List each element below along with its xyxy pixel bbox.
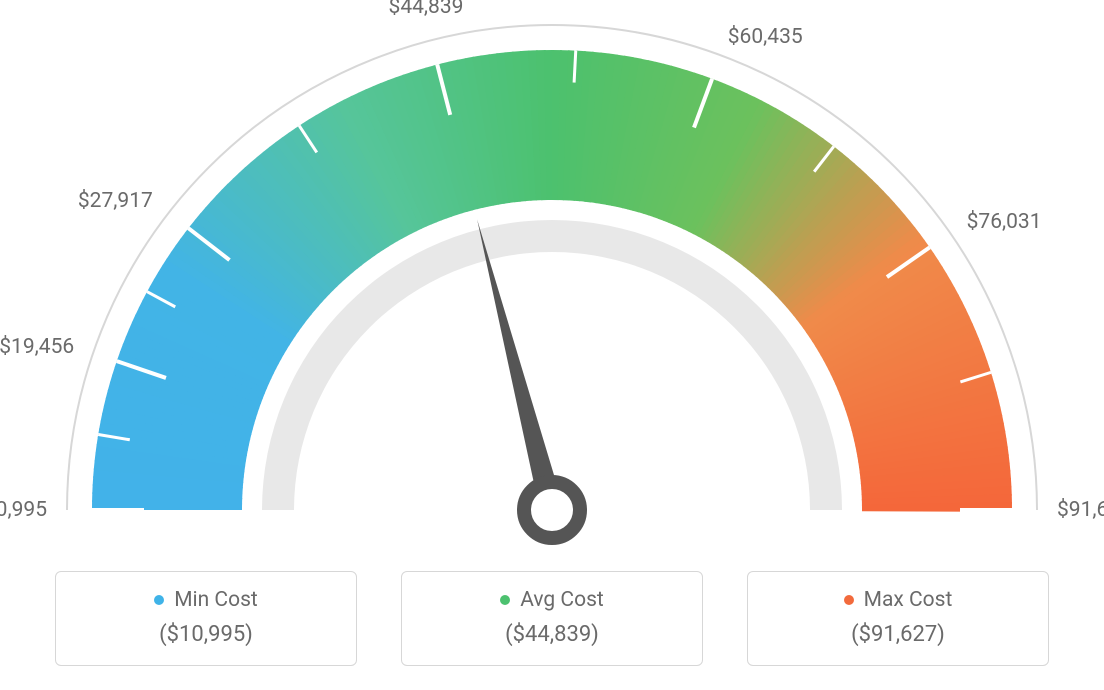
legend-value-max: ($91,627) bbox=[748, 622, 1048, 647]
legend-value-min: ($10,995) bbox=[56, 622, 356, 647]
legend-box-min: Min Cost ($10,995) bbox=[55, 571, 357, 666]
legend-value-avg: ($44,839) bbox=[402, 622, 702, 647]
gauge-tick-label: $10,995 bbox=[0, 498, 47, 522]
gauge-tick-label: $60,435 bbox=[728, 25, 818, 49]
legend: Min Cost ($10,995) Avg Cost ($44,839) Ma… bbox=[0, 571, 1104, 666]
legend-title-avg: Avg Cost bbox=[500, 588, 604, 612]
gauge-tick-label: $91,627 bbox=[1057, 498, 1104, 522]
gauge-tick-label: $19,456 bbox=[0, 335, 74, 359]
gauge-tick-label: $44,839 bbox=[381, 0, 471, 19]
legend-dot-max bbox=[844, 595, 854, 605]
legend-title-max-text: Max Cost bbox=[864, 588, 953, 612]
gauge-svg bbox=[0, 0, 1104, 560]
legend-title-min-text: Min Cost bbox=[174, 588, 258, 612]
legend-box-avg: Avg Cost ($44,839) bbox=[401, 571, 703, 666]
cost-gauge-chart: $10,995 $19,456 $27,917 $44,839 $60,435 $76,0… bbox=[0, 0, 1104, 690]
gauge-tick-label: $76,031 bbox=[967, 210, 1057, 234]
gauge-tick-label: $27,917 bbox=[63, 189, 153, 213]
legend-dot-min bbox=[154, 595, 164, 605]
legend-dot-avg bbox=[500, 595, 510, 605]
legend-title-avg-text: Avg Cost bbox=[520, 588, 604, 612]
legend-title-max: Max Cost bbox=[844, 588, 953, 612]
legend-title-min: Min Cost bbox=[154, 588, 258, 612]
legend-box-max: Max Cost ($91,627) bbox=[747, 571, 1049, 666]
